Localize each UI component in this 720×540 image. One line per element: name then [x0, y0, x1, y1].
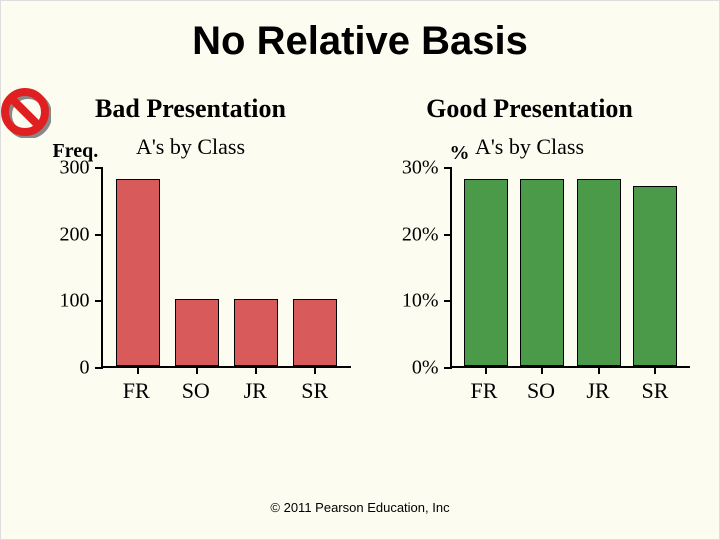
good-y-ticks: 0%10%20%30% — [390, 168, 445, 368]
x-tick-mark — [485, 366, 487, 374]
good-chart: % 0%10%20%30% FRSOJRSR — [390, 168, 690, 418]
bad-plot — [101, 168, 351, 368]
good-header-row: Good Presentation — [370, 94, 690, 124]
bad-chart: Freq. 0100200300 FRSOJRSR — [51, 168, 351, 418]
y-tick-mark — [95, 234, 103, 236]
y-tick-mark — [444, 367, 452, 369]
x-label: FR — [114, 378, 158, 404]
prohibited-icon — [1, 88, 51, 138]
x-label: JR — [233, 378, 277, 404]
y-tick-label: 200 — [60, 223, 90, 246]
bad-header-text: Bad Presentation — [95, 94, 286, 124]
bar — [293, 299, 337, 366]
bad-panel: Bad Presentation A's by Class Freq. 0100… — [31, 94, 351, 418]
bar — [175, 299, 219, 366]
x-tick-mark — [314, 366, 316, 374]
y-tick-mark — [95, 367, 103, 369]
x-tick-mark — [654, 366, 656, 374]
y-tick-label: 300 — [60, 157, 90, 180]
y-tick-mark — [95, 167, 103, 169]
x-label: SR — [633, 378, 677, 404]
bar — [633, 186, 677, 366]
bar — [116, 179, 160, 366]
y-tick-label: 0 — [80, 357, 90, 380]
bar — [464, 179, 508, 366]
bad-bars — [103, 168, 351, 366]
bad-y-ticks: 0100200300 — [51, 168, 96, 368]
y-tick-mark — [444, 300, 452, 302]
good-panel: Good Presentation A's by Class % 0%10%20… — [370, 94, 690, 418]
x-label: SO — [174, 378, 218, 404]
x-label: SO — [519, 378, 563, 404]
y-tick-label: 30% — [402, 157, 439, 180]
bar — [577, 179, 621, 366]
good-x-labels: FR SO JR SR — [450, 378, 690, 404]
x-label: SR — [293, 378, 337, 404]
x-tick-mark — [541, 366, 543, 374]
content-area: Bad Presentation A's by Class Freq. 0100… — [1, 64, 719, 418]
x-tick-mark — [137, 366, 139, 374]
y-tick-mark — [444, 234, 452, 236]
bar — [234, 299, 278, 366]
x-label: JR — [576, 378, 620, 404]
bad-header-row: Bad Presentation — [31, 94, 351, 124]
good-header-text: Good Presentation — [426, 94, 633, 124]
x-tick-mark — [255, 366, 257, 374]
y-tick-label: 100 — [60, 290, 90, 313]
y-tick-mark — [95, 300, 103, 302]
y-tick-label: 20% — [402, 223, 439, 246]
x-tick-mark — [196, 366, 198, 374]
bad-x-labels: FR SO JR SR — [101, 378, 351, 404]
x-label: FR — [462, 378, 506, 404]
y-tick-label: 10% — [402, 290, 439, 313]
footer-copyright: © 2011 Pearson Education, Inc — [1, 500, 719, 515]
y-tick-label: 0% — [412, 357, 439, 380]
good-plot — [450, 168, 690, 368]
good-axis-label: % — [450, 142, 470, 165]
good-bars — [452, 168, 690, 366]
bar — [520, 179, 564, 366]
y-tick-mark — [444, 167, 452, 169]
x-tick-mark — [598, 366, 600, 374]
page-title: No Relative Basis — [1, 1, 719, 64]
